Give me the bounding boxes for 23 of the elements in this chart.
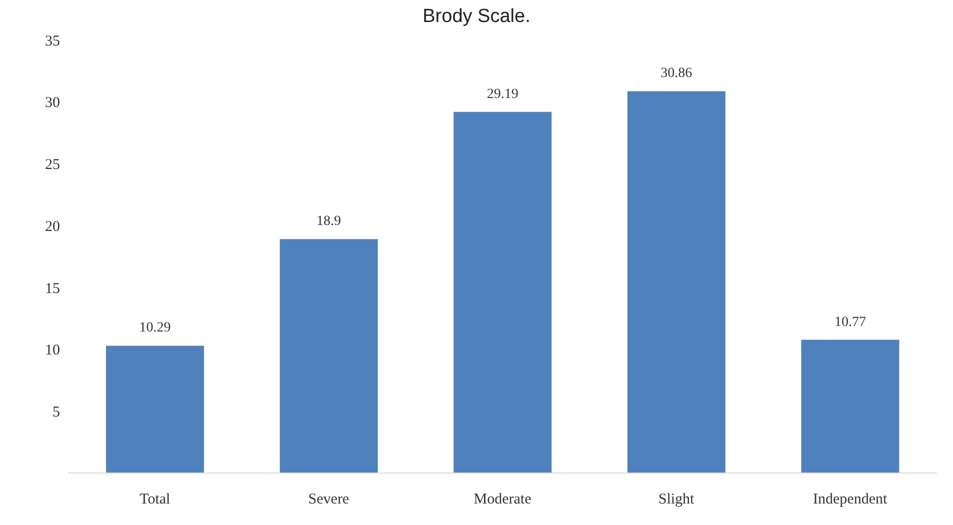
y-tick-label: 10: [45, 342, 60, 359]
bar: [280, 239, 378, 473]
chart-title: Brody Scale.: [422, 6, 532, 28]
y-tick-label: 5: [52, 404, 60, 420]
x-tick-label: Slight: [658, 492, 696, 508]
data-label: 10.77: [834, 314, 866, 330]
data-label: 29.19: [486, 86, 518, 102]
bar: [454, 112, 552, 473]
data-label: 30.86: [660, 66, 692, 82]
x-tick-label: Severe: [308, 492, 350, 508]
y-tick-label: 25: [45, 157, 60, 174]
x-tick-label: Moderate: [474, 492, 532, 508]
bar: [801, 340, 900, 473]
x-tick-label: Total: [140, 492, 170, 508]
bar: [106, 346, 204, 473]
y-tick-label: 20: [45, 218, 60, 235]
x-tick-label: Independent: [813, 492, 888, 508]
y-tick-label: 30: [45, 95, 60, 112]
y-tick-label: 35: [45, 33, 60, 50]
bar: [627, 91, 726, 473]
data-label: 10.29: [139, 320, 171, 336]
data-label: 18.9: [316, 214, 342, 230]
y-tick-label: 15: [45, 280, 60, 297]
